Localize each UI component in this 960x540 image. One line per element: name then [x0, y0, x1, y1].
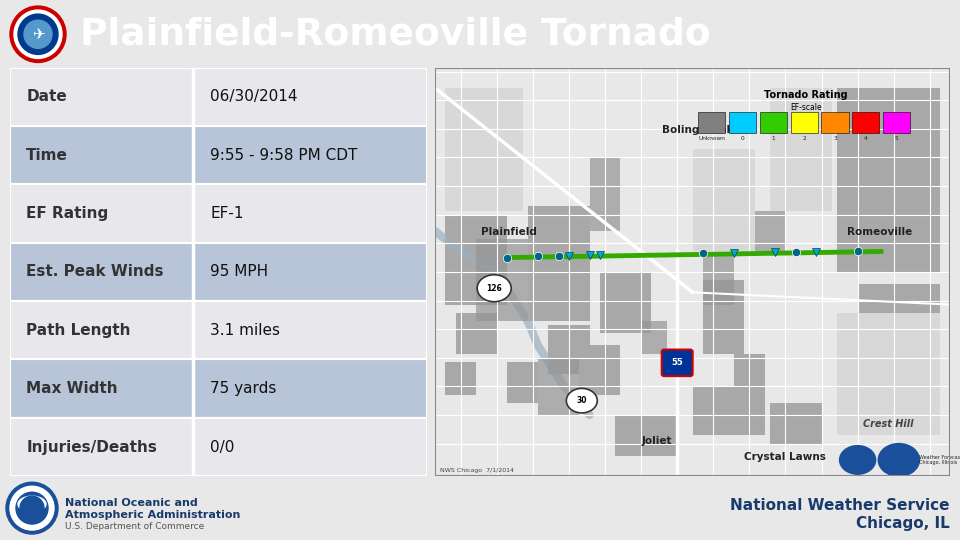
Text: 5: 5 [895, 136, 899, 141]
Text: EF-1: EF-1 [210, 206, 244, 221]
Bar [703, 280, 744, 354]
Text: Injuries/Deaths: Injuries/Deaths [26, 440, 157, 455]
Bar [837, 88, 940, 272]
Text: Tornado Rating: Tornado Rating [764, 90, 848, 99]
Bar [770, 88, 831, 211]
Text: EF Rating: EF Rating [26, 206, 108, 221]
Circle shape [840, 446, 876, 474]
Bar [755, 211, 785, 252]
Text: 06/30/2014: 06/30/2014 [210, 89, 298, 104]
Text: Bolingbrook: Bolingbrook [661, 125, 733, 135]
Text: Crest Hill: Crest Hill [863, 419, 913, 429]
Bar [729, 112, 756, 133]
Circle shape [6, 482, 58, 534]
Bar [883, 112, 910, 133]
Bar [455, 313, 496, 354]
Text: Crystal Lawns: Crystal Lawns [744, 452, 826, 462]
Bar [693, 386, 765, 435]
Bar [822, 112, 849, 133]
Bar [445, 362, 476, 395]
Bar [538, 357, 579, 415]
Text: 2: 2 [803, 136, 806, 141]
Circle shape [10, 6, 66, 63]
Bar [579, 346, 620, 395]
Text: 55: 55 [671, 358, 684, 367]
Text: Joliet: Joliet [641, 436, 672, 446]
Circle shape [20, 496, 44, 520]
Ellipse shape [18, 496, 46, 512]
Bar [10, 301, 427, 360]
Text: Max Width: Max Width [26, 381, 118, 396]
Circle shape [566, 388, 597, 413]
Text: U.S. Department of Commerce: U.S. Department of Commerce [65, 522, 204, 531]
Text: National Oceanic and: National Oceanic and [65, 498, 198, 508]
Text: 126: 126 [487, 284, 502, 293]
Bar [10, 68, 427, 126]
Circle shape [477, 275, 511, 302]
Bar [600, 272, 652, 333]
Bar [889, 346, 940, 395]
Circle shape [10, 486, 54, 530]
Text: National Weather Service: National Weather Service [731, 498, 950, 513]
Text: Est. Peak Winds: Est. Peak Winds [26, 265, 164, 279]
Bar [693, 149, 755, 252]
Text: 0/0: 0/0 [210, 440, 234, 455]
Bar [445, 215, 507, 305]
Circle shape [24, 20, 52, 49]
Circle shape [878, 443, 920, 476]
Text: Time: Time [26, 147, 68, 163]
Text: ✈: ✈ [32, 27, 44, 42]
Bar [10, 360, 427, 418]
Text: Plainfield: Plainfield [481, 227, 538, 237]
Text: 95 MPH: 95 MPH [210, 265, 268, 279]
Bar [476, 239, 528, 321]
Bar [10, 126, 427, 184]
Bar [857, 284, 940, 333]
Text: 3: 3 [833, 136, 837, 141]
Bar [852, 112, 879, 133]
Bar [791, 112, 818, 133]
Bar [589, 158, 620, 231]
Bar [507, 362, 538, 403]
Text: NWS Chicago  7/1/2014: NWS Chicago 7/1/2014 [440, 468, 514, 473]
Circle shape [18, 14, 58, 55]
Bar [703, 255, 733, 305]
Circle shape [14, 10, 62, 58]
Text: Date: Date [26, 89, 67, 104]
Bar [10, 242, 427, 301]
Text: Chicago, IL: Chicago, IL [856, 516, 950, 531]
Text: 4: 4 [864, 136, 868, 141]
Text: 0: 0 [741, 136, 745, 141]
Text: Path Length: Path Length [26, 323, 131, 338]
Bar [445, 88, 522, 211]
Bar [641, 321, 667, 354]
Bar [615, 415, 677, 456]
Text: 3.1 miles: 3.1 miles [210, 323, 280, 338]
Text: 30: 30 [577, 396, 588, 405]
Circle shape [16, 492, 48, 524]
Text: 9:55 - 9:58 PM CDT: 9:55 - 9:58 PM CDT [210, 147, 357, 163]
Text: Atmospheric Administration: Atmospheric Administration [65, 510, 240, 520]
Bar [10, 184, 427, 242]
Text: Plainfield-Romeoville Tornado: Plainfield-Romeoville Tornado [80, 16, 710, 52]
Text: Unknown: Unknown [699, 136, 726, 141]
Bar [10, 418, 427, 476]
Text: 1: 1 [772, 136, 776, 141]
Text: EF-scale: EF-scale [790, 103, 822, 112]
Bar [548, 325, 589, 374]
Bar [698, 112, 726, 133]
Bar [760, 112, 787, 133]
Bar [528, 206, 589, 321]
Text: Romeoville: Romeoville [848, 227, 913, 237]
Text: Weather Forecast Office
Chicago, Illinois: Weather Forecast Office Chicago, Illinoi… [920, 455, 960, 465]
Text: 75 yards: 75 yards [210, 381, 276, 396]
Bar [733, 354, 765, 386]
Bar [770, 403, 822, 443]
Bar [837, 313, 940, 435]
FancyBboxPatch shape [661, 349, 693, 376]
